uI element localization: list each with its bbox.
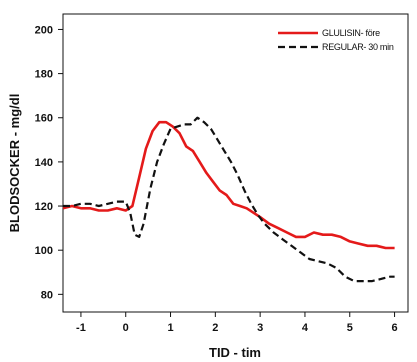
- x-tick-label: -1: [76, 322, 86, 334]
- plot-frame: [62, 13, 409, 313]
- legend: GLULISIN- före REGULAR- 30 min: [278, 28, 394, 52]
- y-tick-label: 120: [35, 201, 53, 213]
- legend-label: REGULAR- 30 min: [322, 42, 394, 52]
- x-tick-label: 2: [212, 322, 218, 334]
- y-axis-title: BLODSOCKER - mg/dl: [7, 94, 22, 233]
- x-tick-label: 1: [167, 322, 173, 334]
- series-line-glulisin: [62, 120, 395, 250]
- y-tick-label: 180: [35, 69, 53, 81]
- y-tick-label: 80: [41, 289, 53, 301]
- x-tick-label: 4: [302, 322, 309, 334]
- y-tick-label: 160: [35, 113, 53, 125]
- axis-ticks: -1 0 1 2 3 4 5 6 80 100 120 140 160 180 200: [35, 24, 398, 334]
- x-tick-label: 5: [347, 322, 353, 334]
- y-tick-label: 100: [35, 245, 53, 257]
- x-tick-label: 0: [123, 322, 129, 334]
- y-tick-label: 140: [35, 157, 53, 169]
- x-axis-title: TID - tim: [209, 345, 261, 360]
- series-layer: [62, 116, 395, 283]
- x-tick-label: 6: [391, 322, 397, 334]
- y-tick-label: 200: [35, 24, 53, 36]
- x-tick-label: 3: [257, 322, 263, 334]
- legend-label: GLULISIN- före: [322, 28, 380, 38]
- series-line-regular: [63, 116, 395, 283]
